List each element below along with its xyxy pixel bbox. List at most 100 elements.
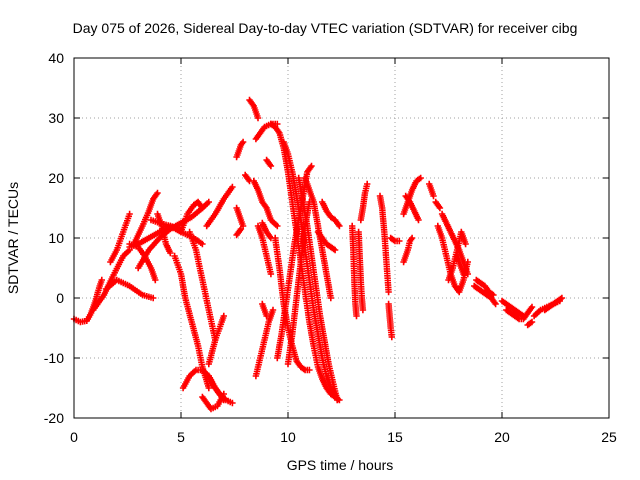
x-tick-label: 20 [494,429,510,445]
data-point-markers [349,222,360,320]
data-series [263,156,275,170]
data-series [524,318,536,329]
axis-ticks: 0 5 10 15 20 25 -20 -10 0 10 20 30 40 [44,50,617,445]
y-tick-label: 10 [48,230,64,246]
data-point-markers [102,276,157,302]
data-point-markers [295,174,341,404]
data-series [541,294,566,314]
y-tick-label: -20 [44,410,64,426]
data-series [186,228,219,344]
data-point-markers [252,306,277,380]
data-point-markers [259,300,270,320]
data-series [205,372,236,407]
data-point-markers [259,219,275,242]
y-axis-label: SDTVAR / TECUs [5,182,21,294]
data-point-markers [387,234,403,245]
data-series [233,138,247,161]
chart-title: Day 075 of 2026, Sidereal Day-to-day VTE… [73,20,578,36]
data-point-markers [402,192,422,224]
data-series [498,297,527,320]
data-point-markers [524,318,536,329]
data-series [154,210,174,257]
data-point-markers [246,96,262,122]
data-point-markers [498,297,527,320]
x-tick-label: 10 [280,429,296,445]
data-series [259,300,270,320]
data-series [400,234,416,266]
data-point-markers [250,177,281,230]
data-point-markers [445,228,469,284]
data-series [259,219,275,242]
data-series [355,228,367,314]
data-point-markers [355,228,367,314]
y-tick-label: -10 [44,350,64,366]
data-series [445,228,469,284]
data-series [254,222,275,278]
data-point-markers [177,198,206,236]
data-series [432,198,444,212]
x-tick-label: 0 [70,429,78,445]
data-point-markers [154,210,174,257]
data-series [349,222,360,320]
data-series [177,198,206,236]
data-series [252,306,277,380]
x-tick-label: 15 [387,429,403,445]
data-point-markers [233,138,247,161]
data-point-markers [280,138,339,398]
data-point-markers [263,156,275,170]
data-point-markers [233,204,247,230]
x-axis-label: GPS time / hours [287,457,394,473]
data-series [107,210,133,266]
data-series [314,228,339,254]
data-series [319,198,343,230]
data-point-markers [186,228,219,344]
data-series [503,303,536,323]
data-point-markers [233,225,245,239]
data-point-markers [473,276,497,299]
data-point-markers [254,222,275,278]
data-point-markers [242,171,253,185]
x-tick-label: 5 [177,429,185,445]
data-point-markers [385,300,395,341]
data-point-markers [426,180,437,200]
data-series [280,138,339,398]
data-series [385,300,395,341]
data-point-markers [400,234,416,266]
data-series [295,174,341,404]
data-series [205,312,227,368]
y-tick-label: 40 [48,50,64,66]
data-series [453,252,467,278]
data-series [357,180,371,224]
y-tick-label: 30 [48,110,64,126]
data-point-markers [203,183,236,230]
y-tick-label: 0 [56,290,64,306]
data-series [242,171,253,185]
data-point-markers [541,294,566,314]
data-point-markers [357,180,371,224]
y-tick-label: 20 [48,170,64,186]
data-series [233,204,247,230]
data-series [387,234,403,245]
data-point-markers [107,210,133,266]
data-point-markers [205,312,227,368]
data-point-markers [503,303,536,323]
data-point-markers [376,192,392,296]
data-series [246,96,262,122]
data-series [102,276,157,302]
data-point-markers [453,252,467,278]
data-series [426,180,437,200]
data-series [233,225,245,239]
data-series [250,177,281,230]
data-series [203,183,236,230]
data-point-markers [432,198,444,212]
data-points [70,96,566,413]
data-point-markers [205,372,236,407]
data-series [471,282,499,308]
x-tick-label: 25 [601,429,617,445]
data-point-markers [319,198,343,230]
data-series [376,192,392,296]
data-point-markers [314,228,339,254]
data-series [402,192,422,224]
data-point-markers [471,282,499,308]
